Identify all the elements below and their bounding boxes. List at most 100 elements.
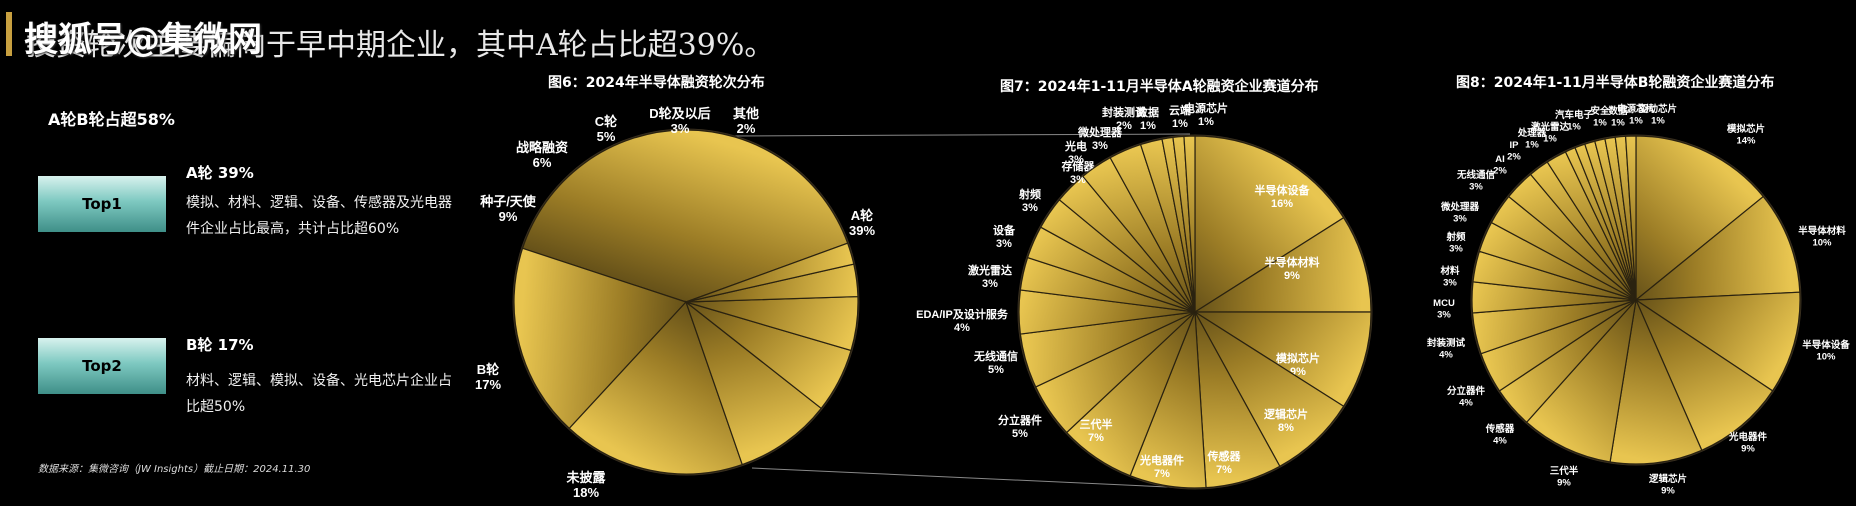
pie2-value-17: 1% <box>1543 134 1557 145</box>
pie1-label-13: 存储器 <box>1062 159 1096 173</box>
pie1-value-7: 5% <box>1012 428 1028 440</box>
page-headline: 投资轮次主要偏向于早中期企业，其中A轮占比超39%。 <box>26 28 775 63</box>
top1-description: 模拟、材料、逻辑、设备、传感器及光电器件企业占比最高，共计占比超60% <box>186 195 452 237</box>
left-panel-title: A轮B轮占超58% <box>48 110 175 129</box>
pie2-value-7: 4% <box>1459 398 1473 409</box>
chart8-title: 图8：2024年1-11月半导体B轮融资企业赛道分布 <box>1456 75 1775 91</box>
pie2-slice-4 <box>1609 297 1703 465</box>
pie1-label-2: 模拟芯片 <box>1276 351 1320 365</box>
pie2-label-11: 射频 <box>1445 231 1466 243</box>
pie1-value-3: 8% <box>1278 422 1294 434</box>
pie0-slice-0 <box>521 129 849 303</box>
pie1-value-19: 1% <box>1198 116 1214 128</box>
pie2-label-7: 分立器件 <box>1447 385 1486 397</box>
pie0-value-7: 2% <box>737 121 756 136</box>
pie0-label-4: 战略融资 <box>516 140 568 155</box>
pie0-slice-2 <box>568 300 744 475</box>
pie2-value-10: 3% <box>1443 278 1457 289</box>
pie2-label-10: 材料 <box>1439 265 1460 277</box>
pie0-label-1: 未披露 <box>565 470 606 485</box>
pie1-slice-2 <box>1192 311 1372 408</box>
pie0-value-6: 3% <box>671 121 690 136</box>
pie1-label-4: 传感器 <box>1207 449 1242 463</box>
pie2-slice-0 <box>1635 135 1765 302</box>
pie2-label-4: 逻辑芯片 <box>1648 473 1687 485</box>
pie1-label-5: 光电器件 <box>1139 453 1184 467</box>
pie1-slice-0 <box>1194 135 1345 314</box>
pie1-label-7: 分立器件 <box>998 413 1042 427</box>
pie0-label-6: D轮及以后 <box>649 106 710 121</box>
pie2-label-6: 传感器 <box>1485 423 1515 435</box>
pie1-value-14: 3% <box>1068 154 1084 166</box>
pie1-value-16: 2% <box>1116 120 1132 132</box>
pie0-value-1: 18% <box>573 485 599 500</box>
pie1-label-19: 电源芯片 <box>1184 101 1228 115</box>
pie1-slice-1 <box>1192 216 1372 313</box>
pie0-label-3: 种子/天使 <box>479 194 537 209</box>
pie2-value-0: 14% <box>1736 136 1756 147</box>
pie1-value-17: 1% <box>1140 120 1156 132</box>
pie1-value-4: 7% <box>1216 464 1232 476</box>
pie1-label-15: 微处理器 <box>1077 125 1123 139</box>
pie2-value-16: 1% <box>1525 140 1539 151</box>
title-accent-bar <box>6 12 12 56</box>
pie2-slice-22 <box>1624 135 1637 301</box>
pie2-value-3: 9% <box>1741 444 1755 455</box>
pie2-value-8: 4% <box>1439 350 1453 361</box>
pie0-slice-3 <box>684 300 823 466</box>
pie1-value-5: 7% <box>1154 468 1170 480</box>
pie2-value-11: 3% <box>1449 244 1463 255</box>
pie1-label-10: 激光雷达 <box>968 263 1012 277</box>
pie2-value-2: 10% <box>1816 352 1836 363</box>
pie2-label-18: 汽车电子 <box>1555 109 1594 121</box>
watermark: 搜狐号@集微网 <box>24 20 262 60</box>
pie2-label-15: IP <box>1510 140 1520 151</box>
pie1-value-8: 5% <box>988 364 1004 376</box>
chart8-pie: 模拟芯片14%半导体材料10%半导体设备10%光电器件9%逻辑芯片9%三代半9%… <box>1427 103 1850 497</box>
pie2-label-14: AI <box>1495 154 1505 165</box>
pie1-value-1: 9% <box>1284 270 1300 282</box>
pie1-label-9: EDA/IP及设计服务 <box>916 307 1009 321</box>
pie2-value-15: 2% <box>1507 152 1521 163</box>
pie2-label-5: 三代半 <box>1550 465 1579 477</box>
pie2-value-12: 3% <box>1453 214 1467 225</box>
chart7-pie: 半导体设备16%半导体材料9%模拟芯片9%逻辑芯片8%传感器7%光电器件7%三代… <box>916 101 1373 490</box>
pie0-label-2: B轮 <box>477 362 499 377</box>
pie1-value-0: 16% <box>1271 198 1293 210</box>
pie2-value-14: 2% <box>1493 166 1507 177</box>
pie0-value-4: 6% <box>533 155 552 170</box>
pie1-label-0: 半导体设备 <box>1255 183 1311 197</box>
pie1-label-1: 半导体材料 <box>1265 255 1320 269</box>
pie1-slice-3 <box>1194 311 1345 468</box>
connector-bottom <box>751 467 1191 489</box>
pie2-label-3: 光电器件 <box>1728 431 1768 443</box>
pie2-label-21: 电源芯片 <box>1617 103 1655 115</box>
pie1-value-18: 1% <box>1172 118 1188 130</box>
pie1-label-6: 三代半 <box>1080 417 1113 431</box>
pie2-slice-3 <box>1634 298 1774 452</box>
data-source-note: 数据来源：集微咨询（JW Insights）截止日期：2024.11.30 <box>38 464 311 475</box>
pie0-value-3: 9% <box>499 209 518 224</box>
pie0-label-5: C轮 <box>595 114 617 129</box>
chart6-title: 图6：2024年半导体融资轮次分布 <box>548 75 765 91</box>
pie2-value-1: 10% <box>1812 238 1832 249</box>
pie2-value-4: 9% <box>1661 486 1675 497</box>
top2-badge: Top2 <box>38 338 166 394</box>
pie2-label-1: 半导体材料 <box>1798 225 1846 237</box>
pie0-value-2: 17% <box>475 377 501 392</box>
pie2-value-5: 9% <box>1557 478 1571 489</box>
pie1-value-9: 4% <box>954 322 970 334</box>
pie1-slice-19 <box>1183 135 1196 313</box>
pie1-label-12: 射频 <box>1018 187 1041 201</box>
pie1-value-11: 3% <box>996 238 1012 250</box>
pie2-label-20: 数据 <box>1607 105 1628 117</box>
top1-label: A轮 39% <box>186 164 254 182</box>
pie0-slice-7 <box>685 242 855 303</box>
chart7-title: 图7：2024年1-11月半导体A轮融资企业赛道分布 <box>1000 79 1319 95</box>
pie1-value-13: 3% <box>1070 174 1086 186</box>
pie0-label-7: 其他 <box>733 106 759 121</box>
pie2-slice-2 <box>1634 291 1801 392</box>
pie1-value-6: 7% <box>1088 432 1104 444</box>
zoom-connector-lines <box>729 133 1191 489</box>
pie2-value-19: 1% <box>1593 118 1607 129</box>
